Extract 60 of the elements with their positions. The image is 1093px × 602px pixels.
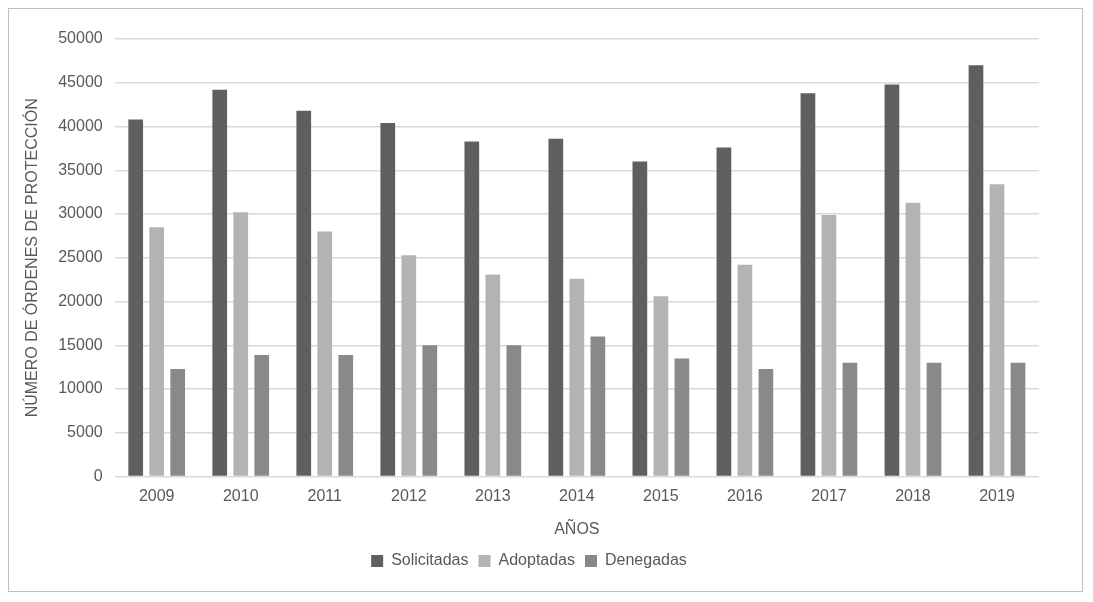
bar [212, 89, 228, 476]
bar [590, 336, 606, 476]
legend-label: Adoptadas [498, 551, 576, 569]
y-tick-label: 15000 [58, 335, 103, 353]
x-tick-label: 2014 [559, 486, 595, 504]
bar [758, 368, 774, 476]
x-tick-label: 2017 [811, 486, 847, 504]
bar [422, 345, 438, 476]
bar [296, 110, 312, 476]
bar [674, 358, 690, 476]
bar [821, 214, 837, 476]
bar [842, 362, 858, 476]
bar [401, 255, 417, 476]
y-tick-label: 45000 [58, 73, 103, 91]
legend-label: Solicitadas [391, 551, 469, 569]
bar [233, 212, 249, 476]
y-tick-label: 50000 [58, 29, 103, 47]
x-tick-label: 2012 [390, 486, 427, 504]
x-tick-label: 2016 [727, 486, 763, 504]
bar [968, 65, 984, 476]
x-tick-label: 2019 [979, 486, 1015, 504]
bar [317, 231, 333, 476]
bar [926, 362, 942, 476]
y-tick-label: 0 [93, 467, 103, 485]
bar [485, 274, 501, 476]
x-tick-label: 2011 [307, 486, 343, 504]
bar [653, 296, 669, 476]
bar [149, 227, 165, 476]
y-tick-label: 5000 [67, 423, 103, 441]
x-tick-label: 2009 [138, 486, 175, 504]
y-tick-label: 30000 [58, 204, 103, 222]
bar [254, 354, 270, 476]
bar [716, 147, 732, 476]
bar [128, 119, 144, 476]
bar [632, 161, 648, 476]
x-tick-label: 2015 [643, 486, 679, 504]
bar [1010, 362, 1026, 476]
bar [506, 345, 522, 476]
bar [338, 354, 354, 476]
y-tick-label: 20000 [58, 291, 103, 309]
x-tick-label: 2010 [222, 486, 259, 504]
bar [548, 138, 564, 476]
bar [569, 278, 585, 476]
x-axis-title: AÑOS [554, 517, 600, 537]
y-axis-title: NÚMERO DE ÓRDENES DE PROTECCIÓN [22, 98, 41, 418]
bar [989, 184, 1005, 476]
bar [380, 123, 396, 476]
bar [464, 141, 480, 476]
y-tick-label: 25000 [58, 248, 103, 266]
bar [170, 368, 186, 476]
x-tick-label: 2013 [475, 486, 511, 504]
bar [737, 264, 753, 476]
bar [884, 84, 900, 476]
y-tick-label: 35000 [58, 160, 103, 178]
y-tick-label: 10000 [58, 379, 103, 397]
bar [800, 93, 816, 476]
legend-label: Denegadas [605, 551, 687, 569]
x-tick-label: 2018 [895, 486, 931, 504]
y-tick-label: 40000 [58, 116, 103, 134]
bar [905, 202, 921, 476]
